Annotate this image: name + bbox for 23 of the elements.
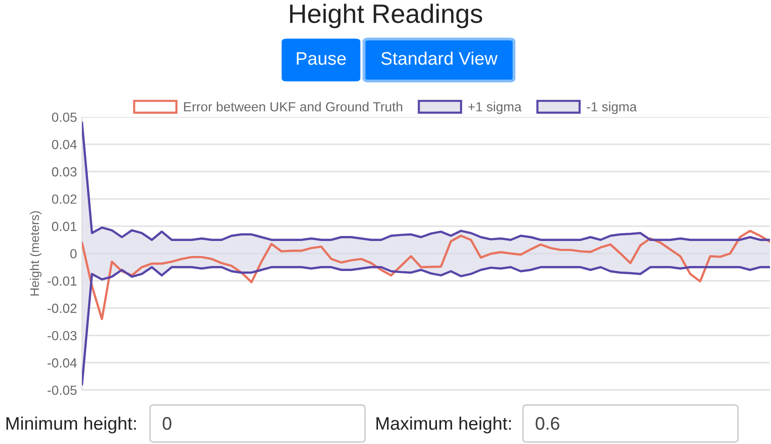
y-tick-label: 0 bbox=[70, 249, 77, 258]
chart-title: Height Readings bbox=[290, 4, 482, 28]
y-tick-label: -0.05 bbox=[48, 386, 77, 395]
y-tick-label: 0.03 bbox=[52, 167, 77, 177]
legend-label: Error between UKF and Ground Truth bbox=[184, 102, 402, 112]
y-tick-label: 0.05 bbox=[52, 112, 77, 122]
text: Pause bbox=[296, 52, 346, 65]
y-tick-label: 0.01 bbox=[52, 222, 76, 232]
y-tick-label: -0.03 bbox=[48, 330, 77, 340]
y-tick-label: 0.02 bbox=[52, 194, 76, 204]
text: 0 bbox=[162, 417, 172, 430]
text: Minimum height: bbox=[6, 416, 136, 434]
y-axis-title: Height (meters) bbox=[30, 211, 42, 296]
y-tick-label: -0.02 bbox=[48, 304, 76, 314]
y-tick-label: -0.01 bbox=[48, 276, 76, 286]
text: Maximum height: bbox=[376, 416, 511, 434]
y-tick-label: -0.04 bbox=[48, 358, 77, 368]
legend-label: -1 sigma bbox=[586, 102, 637, 114]
legend-label: +1 sigma bbox=[468, 102, 522, 114]
y-tick-label: 0.04 bbox=[52, 140, 77, 150]
text: Standard View bbox=[381, 52, 498, 65]
line-series bbox=[82, 230, 770, 320]
text: 0.6 bbox=[536, 417, 560, 430]
